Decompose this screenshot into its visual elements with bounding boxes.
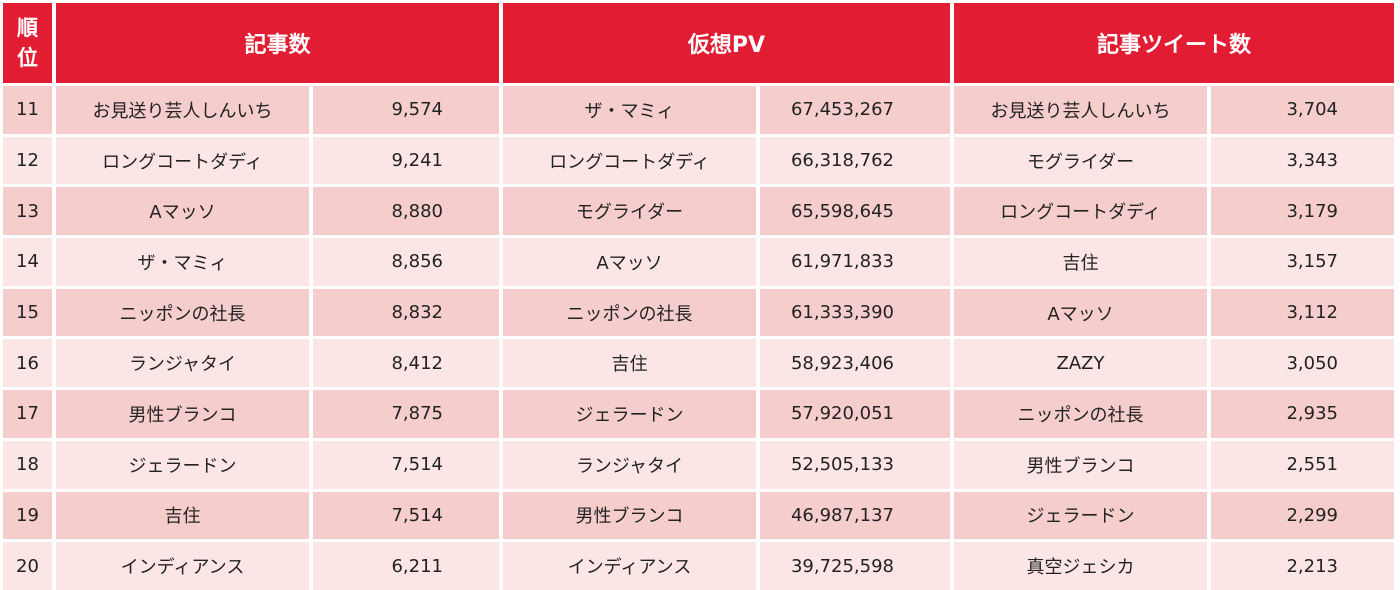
article-tweet-count-header: 記事ツイート数 [954,3,1394,83]
article-count-value-cell: 6,211 [313,542,499,590]
article-count-name-cell: ザ・マミィ [56,238,309,286]
virtual-pv-name-cell: ザ・マミィ [503,86,756,134]
article-count-name-cell: 吉住 [56,491,309,540]
tweet-count-value-cell: 3,179 [1211,187,1394,236]
tweet-count-name-cell: 男性ブランコ [954,440,1207,489]
virtual-pv-name-cell: ランジャタイ [503,440,756,489]
rank-cell: 12 [3,136,52,185]
article-count-name-cell: Aマッソ [56,187,309,236]
rank-cell: 19 [3,491,52,540]
rank-cell: 15 [3,288,52,337]
tweet-count-name-cell: ニッポンの社長 [954,390,1207,438]
article-count-name-cell: ロングコートダディ [56,136,309,185]
virtual-pv-value-cell: 46,987,137 [760,491,950,540]
tweet-count-value-cell: 3,343 [1211,136,1394,185]
tweet-count-name-cell: お見送り芸人しんいち [954,86,1207,134]
tweet-count-value-cell: 3,112 [1211,288,1394,337]
article-count-value-cell: 7,875 [313,390,499,438]
article-count-name-cell: インディアンス [56,542,309,590]
article-count-value-cell: 7,514 [313,440,499,489]
rank-cell: 11 [3,86,52,134]
rank-cell: 17 [3,390,52,438]
virtual-pv-name-cell: Aマッソ [503,238,756,286]
virtual-pv-name-cell: インディアンス [503,542,756,590]
virtual-pv-value-cell: 67,453,267 [760,86,950,134]
rank-cell: 16 [3,339,52,388]
tweet-count-value-cell: 2,551 [1211,440,1394,489]
tweet-count-name-cell: 吉住 [954,238,1207,286]
virtual-pv-value-cell: 52,505,133 [760,440,950,489]
ranking-grid: 順 位 記事数 仮想PV 記事ツイート数 11 お見送り芸人しんいち 9,574 ザ・… [3,3,1397,590]
article-count-value-cell: 8,832 [313,288,499,337]
rank-cell: 18 [3,440,52,489]
virtual-pv-name-cell: ニッポンの社長 [503,288,756,337]
tweet-count-name-cell: ZAZY [954,339,1207,388]
virtual-pv-value-cell: 66,318,762 [760,136,950,185]
virtual-pv-value-cell: 61,333,390 [760,288,950,337]
virtual-pv-value-cell: 39,725,598 [760,542,950,590]
tweet-count-value-cell: 2,299 [1211,491,1394,540]
article-count-value-cell: 7,514 [313,491,499,540]
rank-header-bottom: 位 [17,46,38,70]
virtual-pv-name-cell: 男性ブランコ [503,491,756,540]
rank-header-top: 順 [17,16,38,40]
virtual-pv-name-cell: 吉住 [503,339,756,388]
article-count-value-cell: 9,574 [313,86,499,134]
article-count-name-cell: お見送り芸人しんいち [56,86,309,134]
article-count-name-cell: ニッポンの社長 [56,288,309,337]
article-count-value-cell: 9,241 [313,136,499,185]
tweet-count-value-cell: 3,157 [1211,238,1394,286]
rank-cell: 13 [3,187,52,236]
article-count-value-cell: 8,412 [313,339,499,388]
tweet-count-name-cell: Aマッソ [954,288,1207,337]
rank-cell: 20 [3,542,52,590]
article-count-header: 記事数 [56,3,499,83]
article-count-value-cell: 8,880 [313,187,499,236]
rank-header: 順 位 [3,3,52,83]
tweet-count-value-cell: 2,935 [1211,390,1394,438]
article-count-name-cell: 男性ブランコ [56,390,309,438]
article-count-name-cell: ランジャタイ [56,339,309,388]
virtual-pv-name-cell: ロングコートダディ [503,136,756,185]
tweet-count-value-cell: 2,213 [1211,542,1394,590]
virtual-pv-value-cell: 61,971,833 [760,238,950,286]
tweet-count-value-cell: 3,704 [1211,86,1394,134]
tweet-count-name-cell: ロングコートダディ [954,187,1207,236]
virtual-pv-name-cell: モグライダー [503,187,756,236]
article-count-name-cell: ジェラードン [56,440,309,489]
rank-cell: 14 [3,238,52,286]
virtual-pv-value-cell: 57,920,051 [760,390,950,438]
virtual-pv-header: 仮想PV [503,3,950,83]
virtual-pv-value-cell: 58,923,406 [760,339,950,388]
article-count-value-cell: 8,856 [313,238,499,286]
tweet-count-value-cell: 3,050 [1211,339,1394,388]
tweet-count-name-cell: 真空ジェシカ [954,542,1207,590]
tweet-count-name-cell: モグライダー [954,136,1207,185]
virtual-pv-value-cell: 65,598,645 [760,187,950,236]
tweet-count-name-cell: ジェラードン [954,491,1207,540]
virtual-pv-name-cell: ジェラードン [503,390,756,438]
